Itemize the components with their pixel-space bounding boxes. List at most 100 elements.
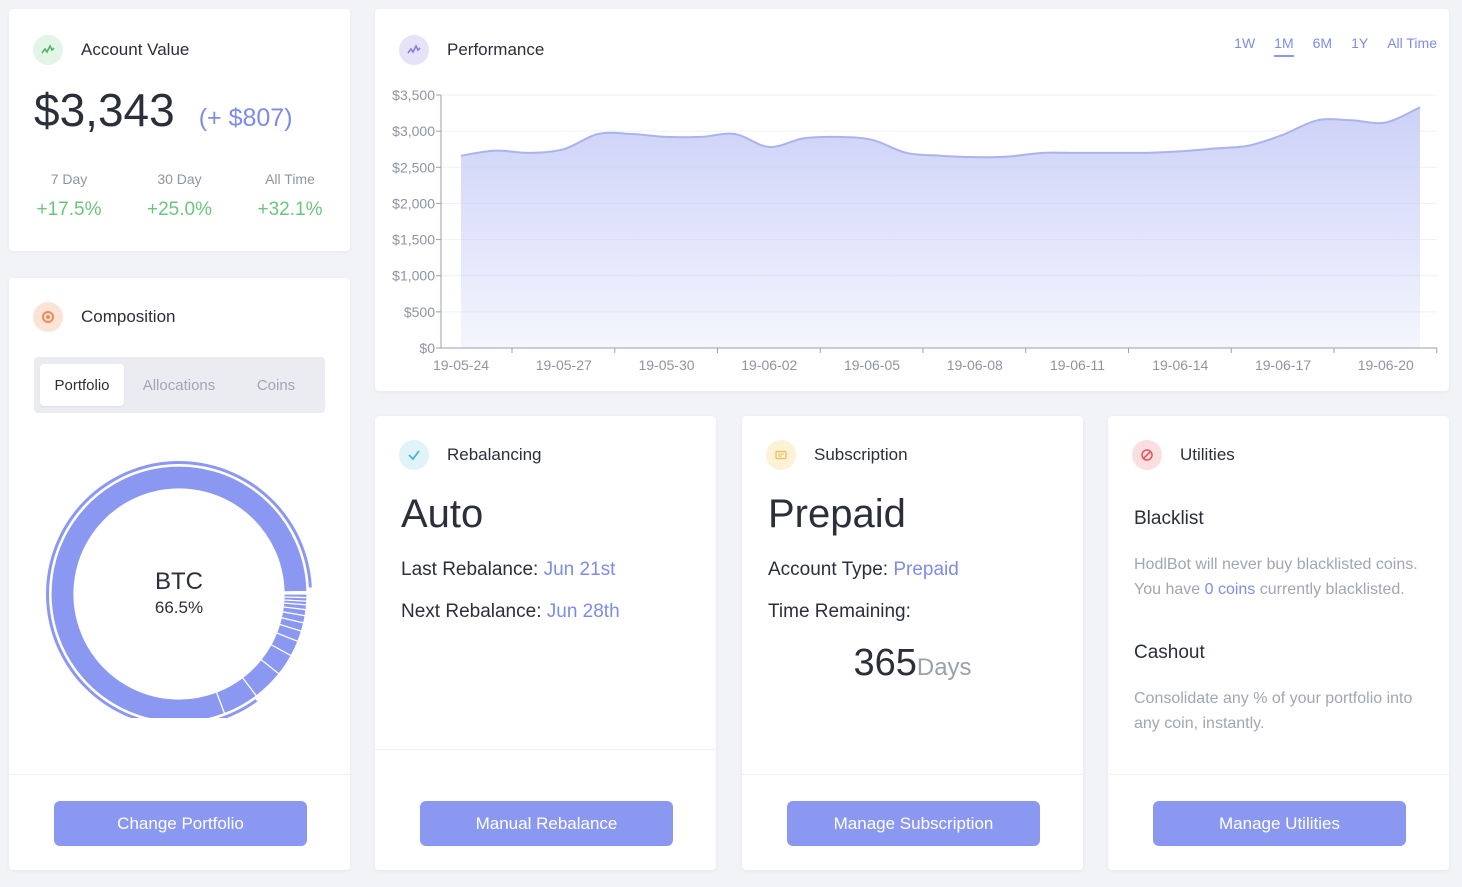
stat-7-day: 7 Day +17.5% <box>9 171 129 221</box>
stat-label: 7 Day <box>50 171 88 187</box>
blacklist-title: Blacklist <box>1134 508 1204 529</box>
subscription-divider <box>742 774 1083 775</box>
manual-rebalance-button[interactable]: Manual Rebalance <box>420 801 673 846</box>
range-1y[interactable]: 1Y <box>1351 35 1369 51</box>
rebalancing-card: Rebalancing Auto Last Rebalance: Jun 21s… <box>375 416 716 870</box>
change-portfolio-button[interactable]: Change Portfolio <box>54 801 307 846</box>
next-rebalance-label: Next Rebalance: <box>401 601 542 622</box>
stat-value: +32.1% <box>257 199 323 220</box>
y-tick-label: $500 <box>404 304 435 320</box>
time-remaining-label: Time Remaining: <box>768 601 911 622</box>
range-selector: 1W 1M 6M 1Y All Time <box>1215 35 1437 57</box>
x-tick-label: 19-05-24 <box>433 357 489 373</box>
cashout-title: Cashout <box>1134 642 1205 663</box>
utilities-title: Utilities <box>1180 445 1235 464</box>
account-change: (+ $807) <box>198 104 293 132</box>
rebalancing-title: Rebalancing <box>447 445 542 464</box>
y-tick-label: $1,000 <box>392 268 435 284</box>
stat-value: +25.0% <box>147 199 212 220</box>
rebalancing-divider <box>375 749 716 750</box>
stat-all-time: All Time +32.1% <box>230 171 350 221</box>
account-value-card: Account Value $3,343 (+ $807) 7 Day +17.… <box>9 9 350 251</box>
rebalancing-mode: Auto <box>401 492 484 536</box>
time-remaining: 365Days <box>742 642 1083 685</box>
tab-allocations[interactable]: Allocations <box>142 376 216 394</box>
stat-label: All Time <box>265 171 315 187</box>
y-tick-label: $1,500 <box>392 232 435 248</box>
x-tick-label: 19-06-17 <box>1255 357 1311 373</box>
account-value-header: Account Value <box>33 35 189 65</box>
manage-subscription-button[interactable]: Manage Subscription <box>787 801 1040 846</box>
range-all-time[interactable]: All Time <box>1387 35 1437 51</box>
subscription-header: Subscription <box>766 440 908 470</box>
block-icon <box>1132 440 1162 470</box>
x-tick-label: 19-06-08 <box>947 357 1003 373</box>
area-fill <box>461 107 1420 348</box>
range-6m[interactable]: 6M <box>1312 35 1333 51</box>
composition-donut <box>46 461 312 718</box>
composition-divider <box>9 774 350 775</box>
manage-utilities-button[interactable]: Manage Utilities <box>1153 801 1406 846</box>
y-tick-label: $3,000 <box>392 123 435 139</box>
cashout-description: Consolidate any % of your portfolio into… <box>1134 690 1413 732</box>
tab-portfolio[interactable]: Portfolio <box>40 364 124 406</box>
stat-label: 30 Day <box>157 171 202 187</box>
stat-value: +17.5% <box>36 199 102 220</box>
performance-title: Performance <box>447 40 545 59</box>
trend-icon <box>399 35 429 65</box>
x-tick-label: 19-06-11 <box>1050 357 1105 373</box>
account-type-label: Account Type: <box>768 559 889 580</box>
x-tick-label: 19-06-14 <box>1152 357 1208 373</box>
blacklist-text-2: currently blacklisted. <box>1255 581 1405 598</box>
last-rebalance-label: Last Rebalance: <box>401 559 539 580</box>
rebalancing-header: Rebalancing <box>399 440 542 470</box>
time-remaining-unit: Days <box>916 654 972 681</box>
tab-coins[interactable]: Coins <box>256 376 296 394</box>
next-rebalance: Next Rebalance: Jun 28th <box>401 601 620 623</box>
blacklist-description: HodlBot will never buy blacklisted coins… <box>1134 552 1424 602</box>
pie-icon <box>33 302 63 332</box>
subscription-plan: Prepaid <box>768 492 906 536</box>
blacklist-text-1: HodlBot will never buy blacklisted coins… <box>1134 556 1418 598</box>
composition-header: Composition <box>33 302 176 332</box>
x-tick-label: 19-06-20 <box>1358 357 1414 373</box>
x-tick-label: 19-05-27 <box>536 357 592 373</box>
composition-tabs: Portfolio Allocations Coins <box>34 357 325 413</box>
account-value-title: Account Value <box>81 40 190 59</box>
check-icon <box>399 440 429 470</box>
subscription-card: Subscription Prepaid Account Type: Prepa… <box>742 416 1083 870</box>
last-rebalance-value: Jun 21st <box>543 559 616 580</box>
y-tick-label: $3,500 <box>392 87 435 103</box>
last-rebalance: Last Rebalance: Jun 21st <box>401 559 615 581</box>
performance-chart: $0 $500 $1,000 $1,500 $2,000 $2,500 $3,000 $3,5… <box>392 87 1438 373</box>
x-tick-label: 19-06-02 <box>741 357 797 373</box>
x-tick-label: 19-06-05 <box>844 357 900 373</box>
stat-30-day: 30 Day +25.0% <box>129 171 230 221</box>
next-rebalance-value: Jun 28th <box>546 601 620 622</box>
utilities-divider <box>1108 774 1449 775</box>
card-icon <box>766 440 796 470</box>
x-tick-label: 19-05-30 <box>638 357 694 373</box>
utilities-card: Utilities Blacklist HodlBot will never b… <box>1108 416 1449 870</box>
y-tick-label: $2,500 <box>392 159 435 175</box>
utilities-header: Utilities <box>1132 440 1235 470</box>
time-remaining-number: 365 <box>853 642 917 684</box>
composition-title: Composition <box>81 307 176 326</box>
series-line <box>460 106 1421 159</box>
donut-center-value: 66.5% <box>154 598 204 617</box>
performance-header: Performance <box>399 35 544 65</box>
subscription-title: Subscription <box>814 445 908 464</box>
blacklist-count[interactable]: 0 coins <box>1204 581 1256 598</box>
range-1w[interactable]: 1W <box>1234 35 1256 51</box>
donut-segment-btc[interactable] <box>50 465 308 718</box>
account-value-amount: $3,343 (+ $807) <box>34 83 293 137</box>
trend-icon <box>33 35 63 65</box>
account-stats: 7 Day +17.5% 30 Day +25.0% All Time +32.… <box>9 171 350 221</box>
y-tick-label: $0 <box>419 340 435 356</box>
account-total: $3,343 <box>34 84 175 136</box>
y-tick-label: $2,000 <box>392 195 435 211</box>
donut-center-label: BTC <box>155 568 203 595</box>
composition-card: Composition Portfolio Allocations Coins … <box>9 278 350 870</box>
range-1m[interactable]: 1M <box>1274 35 1294 57</box>
account-type-value: Prepaid <box>893 559 959 580</box>
